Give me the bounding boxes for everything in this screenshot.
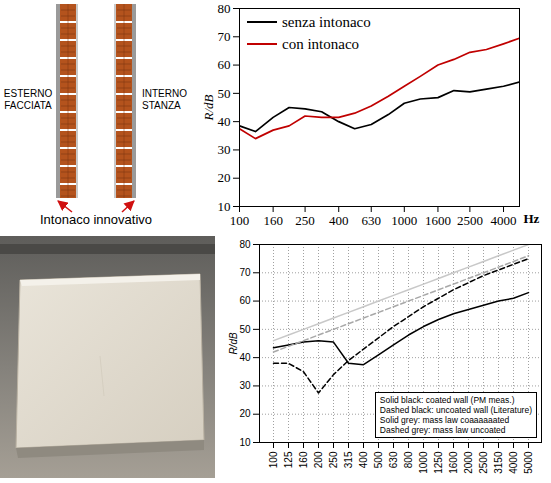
html-text:Dashed grey: mass law uncoated: Dashed grey: mass law uncoated — [379, 425, 506, 435]
svg-text:ESTERNOFACCIATA: ESTERNOFACCIATA — [4, 88, 53, 111]
svg-text:100: 100 — [230, 213, 250, 228]
svg-text:250: 250 — [328, 451, 339, 468]
svg-text:10: 10 — [239, 437, 251, 448]
svg-text:R/dB: R/dB — [228, 332, 239, 355]
svg-text:10: 10 — [218, 199, 231, 214]
svg-text:400: 400 — [358, 451, 369, 468]
svg-text:1000: 1000 — [391, 213, 417, 228]
svg-text:20: 20 — [239, 408, 251, 419]
svg-text:400: 400 — [329, 213, 349, 228]
svg-text:40: 40 — [218, 114, 231, 129]
svg-text:60: 60 — [218, 57, 231, 72]
html-text:Dashed black: uncoated wall (L: Dashed black: uncoated wall (Literature) — [379, 405, 532, 415]
svg-text:630: 630 — [361, 213, 381, 228]
svg-text:5000: 5000 — [523, 451, 534, 474]
svg-text:30: 30 — [218, 142, 231, 157]
html-text:senza intonaco: senza intonaco — [282, 14, 371, 30]
svg-text:125: 125 — [283, 451, 294, 468]
html-text:Solid black: coated wall (PM m: Solid black: coated wall (PM meas.) — [379, 395, 515, 405]
svg-text:1600: 1600 — [425, 213, 451, 228]
svg-text:30: 30 — [239, 380, 251, 391]
svg-text:40: 40 — [239, 352, 251, 363]
svg-text:4000: 4000 — [508, 451, 519, 474]
svg-text:20: 20 — [218, 170, 231, 185]
svg-text:630: 630 — [388, 451, 399, 468]
html-text:con intonaco: con intonaco — [282, 36, 360, 52]
svg-text:50: 50 — [218, 86, 231, 101]
svg-text:INTERNOSTANZA: INTERNOSTANZA — [142, 88, 187, 111]
svg-text:315: 315 — [343, 451, 354, 468]
svg-text:160: 160 — [298, 451, 309, 468]
svg-text:160: 160 — [263, 213, 283, 228]
svg-text:800: 800 — [403, 451, 414, 468]
svg-text:1250: 1250 — [433, 451, 444, 474]
svg-text:3150: 3150 — [493, 451, 504, 474]
svg-text:100: 100 — [268, 451, 279, 468]
svg-text:500: 500 — [373, 451, 384, 468]
svg-text:Hz: Hz — [524, 211, 540, 226]
svg-text:200: 200 — [313, 451, 324, 468]
svg-text:2000: 2000 — [463, 451, 474, 474]
svg-text:50: 50 — [239, 324, 251, 335]
svg-text:80: 80 — [218, 1, 231, 16]
svg-text:2500: 2500 — [457, 213, 483, 228]
svg-text:1000: 1000 — [418, 451, 429, 474]
html-text:Solid grey: mass law coaaaaaat: Solid grey: mass law coaaaaaated — [379, 415, 510, 425]
svg-text:250: 250 — [295, 213, 315, 228]
svg-text:80: 80 — [239, 239, 251, 250]
svg-text:70: 70 — [239, 267, 251, 278]
svg-text:4000: 4000 — [491, 213, 517, 228]
svg-text:R/dB: R/dB — [201, 94, 216, 121]
svg-text:60: 60 — [239, 295, 251, 306]
svg-text:2500: 2500 — [478, 451, 489, 474]
svg-text:Intonaco innovativo: Intonaco innovativo — [40, 212, 152, 227]
svg-text:70: 70 — [218, 29, 231, 44]
svg-text:1600: 1600 — [448, 451, 459, 474]
